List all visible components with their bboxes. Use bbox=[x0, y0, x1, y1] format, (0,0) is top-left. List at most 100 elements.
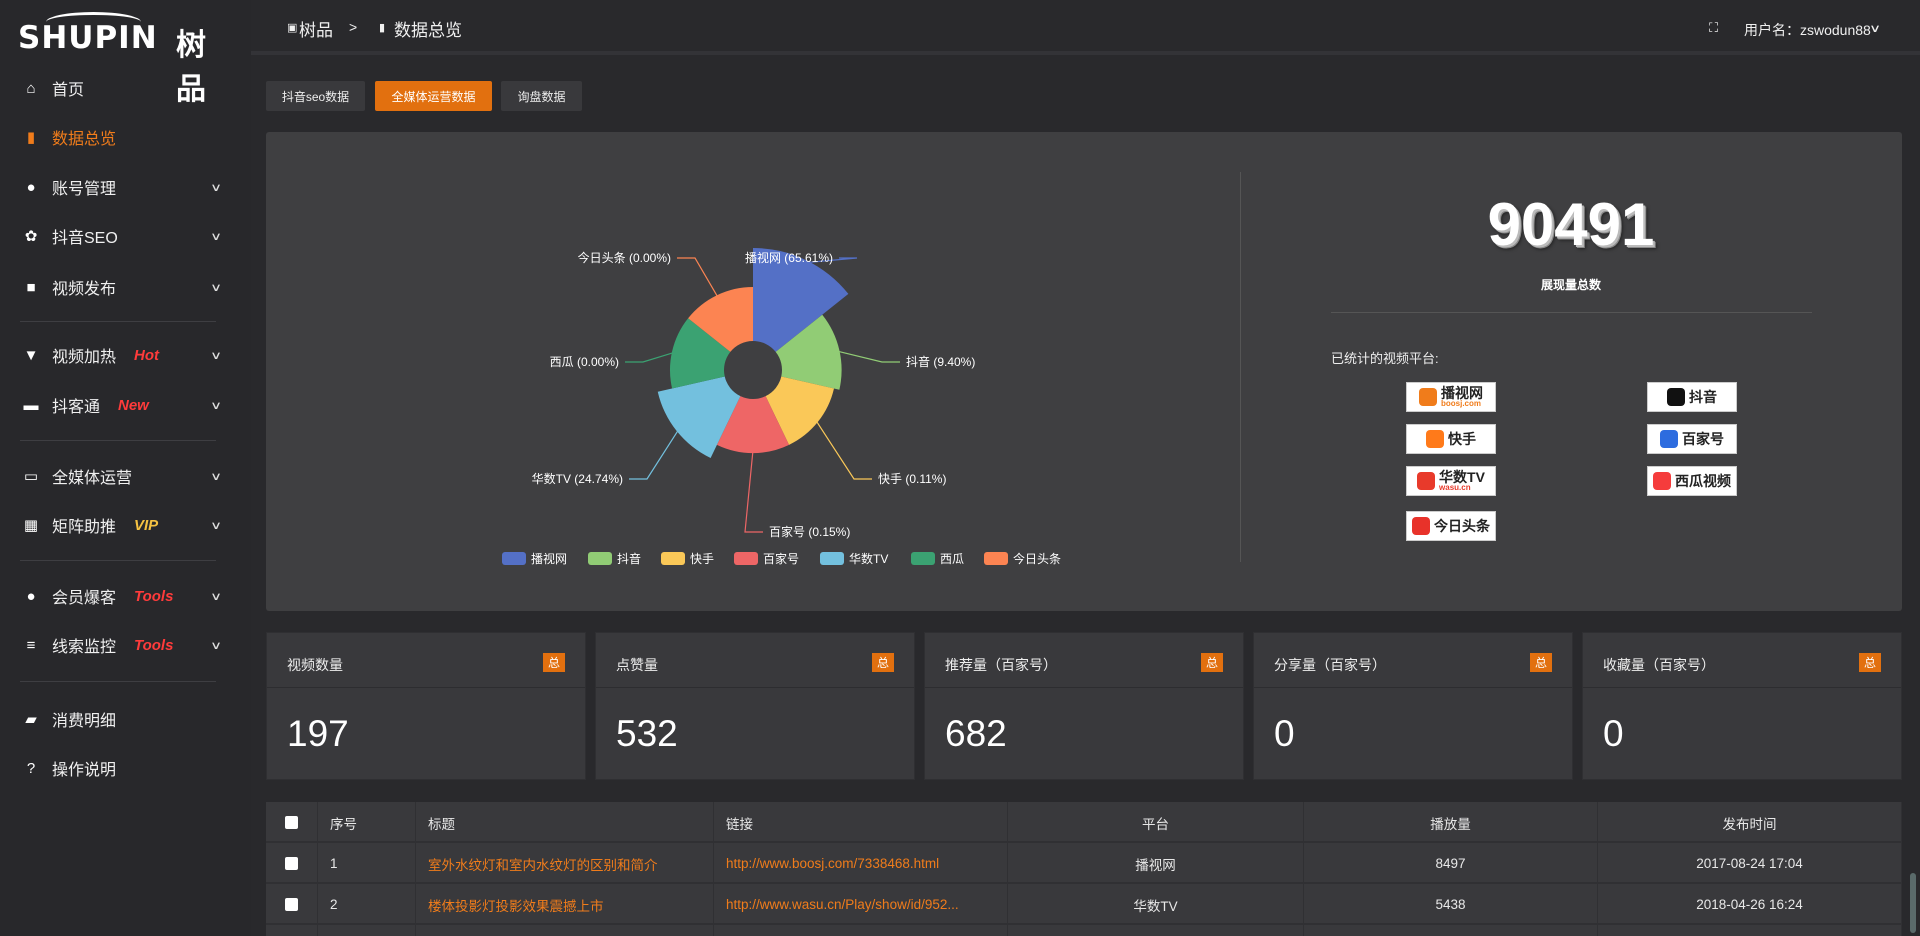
select-all-checkbox[interactable] bbox=[285, 816, 298, 829]
sidebar-item-label: 抖音SEO bbox=[52, 230, 118, 247]
platform-name: 西瓜视频 bbox=[1675, 474, 1731, 488]
legend-label-3[interactable]: 百家号 bbox=[763, 551, 799, 566]
stat-badge: 总 bbox=[871, 653, 894, 672]
user-icon: ● bbox=[26, 587, 36, 605]
user-icon: ● bbox=[26, 178, 36, 196]
cell-text: 2018-04-26 16:24 bbox=[1696, 897, 1803, 912]
legend-label-6[interactable]: 今日头条 bbox=[1013, 551, 1061, 566]
legend-label-0[interactable]: 播视网 bbox=[531, 551, 567, 566]
fullscreen-icon[interactable]: ⛶ bbox=[1709, 20, 1719, 35]
row-checkbox-cell bbox=[266, 884, 318, 925]
card-divider bbox=[596, 687, 914, 688]
sidebar-item-6[interactable]: ▬ 抖客通 New ∨ bbox=[0, 387, 251, 423]
platform-logo-3: 百家号 bbox=[1647, 424, 1737, 454]
pie-slice-2[interactable] bbox=[765, 376, 834, 445]
logo[interactable]: SHUPIN 树品 bbox=[18, 12, 233, 106]
header: ▣ 树品 > ▮ 数据总览 ⛶ 用户名：zswodun88 ∨ bbox=[251, 0, 1920, 55]
legend-swatch-6[interactable] bbox=[984, 552, 1008, 565]
scrollbar[interactable] bbox=[1910, 873, 1916, 933]
platform-name-text: 华数TV bbox=[1439, 469, 1485, 485]
cell-text: 8497 bbox=[1435, 856, 1466, 871]
sidebar-item-label: 全媒体运营 bbox=[52, 470, 133, 487]
sidebar-item-label: 视频发布 bbox=[52, 281, 117, 298]
legend-swatch-0[interactable] bbox=[502, 552, 526, 565]
row-checkbox-cell bbox=[266, 925, 318, 936]
legend-label-2[interactable]: 快手 bbox=[690, 552, 714, 566]
sidebar-item-4[interactable]: ■ 视频发布 ∨ bbox=[0, 269, 251, 305]
chevron-down-icon: ∨ bbox=[209, 230, 223, 243]
legend-swatch-2[interactable] bbox=[661, 552, 685, 565]
table-cell bbox=[1008, 925, 1304, 936]
table-cell: 发布时间 bbox=[1598, 802, 1902, 843]
platform-logo-1: 抖音 bbox=[1647, 382, 1737, 412]
pie-slice-1[interactable] bbox=[775, 314, 842, 390]
legend-label-5[interactable]: 西瓜 bbox=[940, 552, 964, 566]
title-link[interactable]: 室外水纹灯和室内水纹灯的区别和简介 bbox=[428, 857, 658, 873]
stat-card-4: 收藏量（百家号） 总 0 bbox=[1582, 632, 1902, 780]
sidebar-item-11[interactable]: ▰ 消费明细 bbox=[0, 701, 251, 737]
sidebar-item-label: 消费明细 bbox=[52, 713, 117, 730]
column-header: 序号 bbox=[330, 816, 357, 832]
platform-icon bbox=[1426, 430, 1444, 448]
platform-name: 抖音 bbox=[1689, 390, 1717, 404]
sidebar-item-label: 操作说明 bbox=[52, 762, 117, 779]
rose-pie-chart: 播视网 (65.61%) 抖音 (9.40%) 快手 (0.11%) 百家号 (0.1… bbox=[502, 248, 1061, 566]
bar-chart-icon: ▮ bbox=[26, 129, 36, 146]
sidebar-item-0[interactable]: ⌂ 首页 bbox=[0, 70, 251, 106]
sidebar-item-2[interactable]: ● 账号管理 ∨ bbox=[0, 169, 251, 205]
table-row: 2 楼体投影灯投影效果震撼上市 http://www.wasu.cn/Play/sh… bbox=[266, 884, 1902, 925]
sidebar-item-12[interactable]: ? 操作说明 bbox=[0, 750, 251, 786]
chevron-down-icon[interactable]: ∨ bbox=[1868, 23, 1882, 35]
camera-icon: ■ bbox=[26, 278, 36, 296]
legend-label-4[interactable]: 华数TV bbox=[849, 551, 888, 566]
legend-swatch-3[interactable] bbox=[734, 552, 758, 565]
table-cell: 2 bbox=[318, 884, 416, 925]
sidebar-item-1[interactable]: ▮ 数据总览 bbox=[0, 119, 251, 155]
pie-slice-0[interactable] bbox=[753, 248, 849, 352]
label-line-3 bbox=[744, 450, 763, 533]
tab-1[interactable]: 全媒体运营数据 bbox=[375, 81, 492, 111]
legend-swatch-4[interactable] bbox=[820, 552, 844, 565]
pie-slice-3[interactable] bbox=[716, 396, 790, 454]
row-checkbox-cell bbox=[266, 802, 318, 843]
sidebar-item-9[interactable]: ● 会员爆客 Tools ∨ bbox=[0, 578, 251, 614]
title-link[interactable]: 楼体投影灯投影效果震撼上市 bbox=[428, 898, 604, 914]
url-link[interactable]: http://www.wasu.cn/Play/show/id/952... bbox=[726, 897, 959, 912]
table-cell: http://www.wasu.cn/Play/show/id/952... bbox=[714, 884, 1008, 925]
platform-icon bbox=[1660, 430, 1678, 448]
url-link[interactable]: http://www.boosj.com/7338468.html bbox=[726, 856, 940, 871]
breadcrumb-home[interactable]: 树品 bbox=[299, 21, 333, 40]
platform-name: 快手 bbox=[1448, 432, 1476, 446]
sidebar-item-10[interactable]: ≡ 线索监控 Tools ∨ bbox=[0, 627, 251, 663]
row-checkbox-cell bbox=[266, 843, 318, 884]
sidebar-item-7[interactable]: ▭ 全媒体运营 ∨ bbox=[0, 458, 251, 494]
chevron-down-icon: ∨ bbox=[209, 399, 223, 412]
table-cell: 室外水纹灯和室内水纹灯的区别和简介 bbox=[416, 843, 714, 884]
legend-swatch-1[interactable] bbox=[588, 552, 612, 565]
stat-value: 0 bbox=[1274, 713, 1295, 754]
pie-slice-6[interactable] bbox=[688, 287, 753, 352]
legend-label-1[interactable]: 抖音 bbox=[617, 551, 641, 566]
row-checkbox[interactable] bbox=[285, 857, 298, 870]
slice-label-6: 今日头条 (0.00%) bbox=[578, 250, 671, 265]
pie-slice-5[interactable] bbox=[670, 318, 731, 389]
cell-text: 5438 bbox=[1435, 897, 1466, 912]
legend-swatch-5[interactable] bbox=[911, 552, 935, 565]
sidebar-item-5[interactable]: ▼ 视频加热 Hot ∨ bbox=[0, 337, 251, 373]
sidebar-divider bbox=[20, 440, 216, 441]
sidebar-item-label: 账号管理 bbox=[52, 181, 117, 198]
sidebar-item-3[interactable]: ✿ 抖音SEO ∨ bbox=[0, 218, 251, 254]
tab-2[interactable]: 询盘数据 bbox=[501, 81, 582, 111]
pie-slice-4[interactable] bbox=[657, 376, 741, 459]
sidebar-divider bbox=[20, 681, 216, 682]
stat-title: 收藏量（百家号） bbox=[1603, 657, 1715, 673]
tab-0[interactable]: 抖音seo数据 bbox=[266, 81, 365, 111]
sidebar-item-label: 会员爆客 bbox=[52, 590, 117, 607]
stat-badge: 总 bbox=[1200, 653, 1223, 672]
gear-icon: ✿ bbox=[24, 228, 38, 245]
username-menu[interactable]: 用户名：zswodun88 bbox=[1744, 22, 1871, 38]
row-checkbox[interactable] bbox=[285, 898, 298, 911]
stat-title: 视频数量 bbox=[287, 657, 343, 673]
platform-logo-5: 西瓜视频 bbox=[1647, 466, 1737, 496]
sidebar-item-8[interactable]: ▦ 矩阵助推 VIP ∨ bbox=[0, 507, 251, 543]
